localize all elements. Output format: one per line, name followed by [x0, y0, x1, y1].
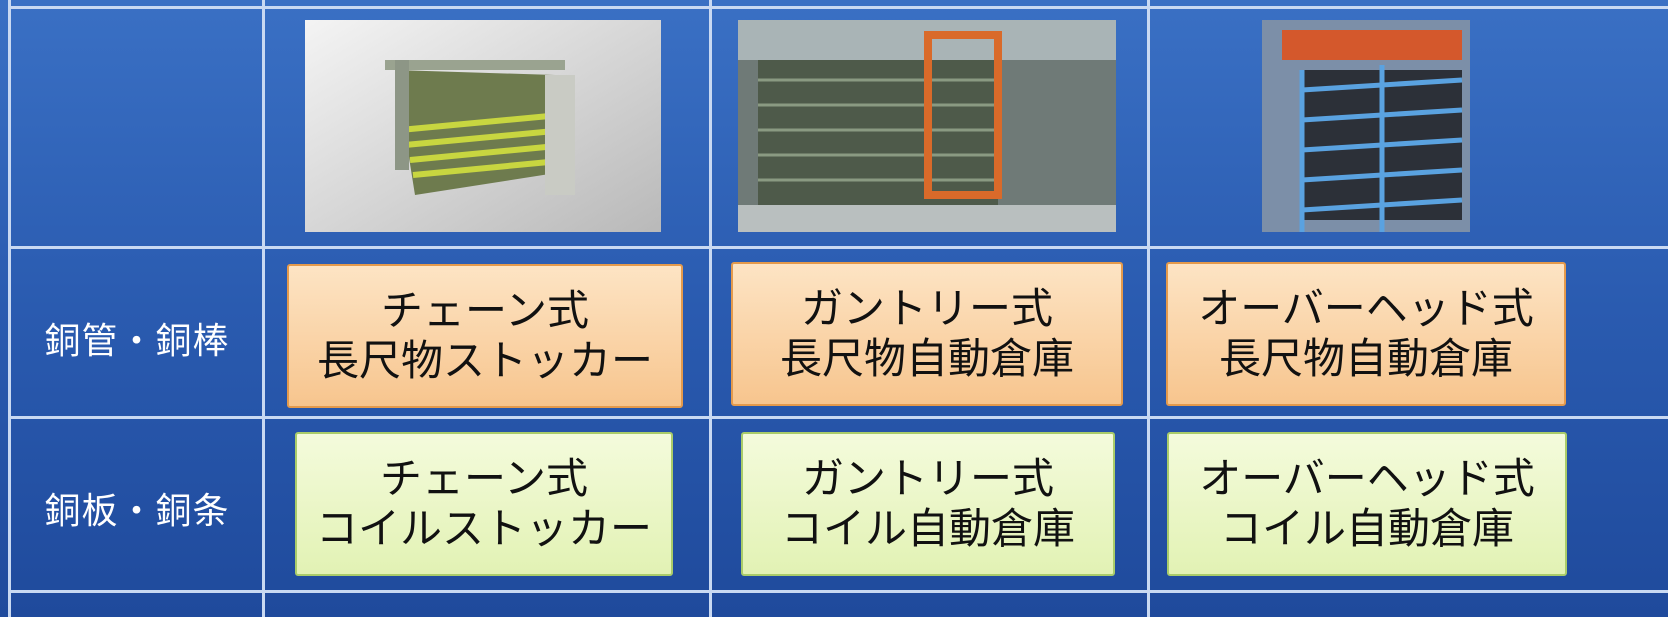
- cell-line: チェーン式: [380, 453, 588, 503]
- row-label: 銅管・銅棒: [44, 321, 230, 362]
- grid-line: [262, 0, 265, 617]
- cell: チェーン式 コイルストッカー: [295, 432, 673, 576]
- grid-line: [1147, 0, 1150, 617]
- cell-line: ガントリー式: [800, 283, 1053, 333]
- grid-line: [10, 6, 1668, 9]
- grid-line: [709, 0, 712, 617]
- cell: オーバーヘッド式 コイル自動倉庫: [1167, 432, 1567, 576]
- cell-line: オーバーヘッド式: [1199, 453, 1535, 503]
- cell: ガントリー式 コイル自動倉庫: [741, 432, 1115, 576]
- cell-line: オーバーヘッド式: [1198, 283, 1534, 333]
- row-label: 銅板・銅条: [44, 491, 230, 532]
- cell-line: コイル自動倉庫: [1219, 504, 1514, 553]
- grid-line: [10, 416, 1668, 419]
- photo-overhead-warehouse: [1262, 20, 1470, 232]
- cell: オーバーヘッド式 長尺物自動倉庫: [1166, 262, 1566, 406]
- cell: ガントリー式 長尺物自動倉庫: [731, 262, 1123, 406]
- cell-line: ガントリー式: [801, 453, 1054, 503]
- cell-line: 長尺物ストッカー: [316, 336, 653, 385]
- cell: チェーン式 長尺物ストッカー: [287, 264, 683, 408]
- cell-line: 長尺物自動倉庫: [1218, 334, 1513, 383]
- photo-chain-stocker: [305, 20, 661, 232]
- cell-line: 長尺物自動倉庫: [779, 334, 1074, 383]
- grid-line: [10, 590, 1668, 593]
- cell-line: チェーン式: [381, 285, 589, 335]
- grid-line: [10, 246, 1668, 249]
- photo-gantry-warehouse: [738, 20, 1116, 232]
- cell-line: コイルストッカー: [315, 504, 652, 553]
- cell-line: コイル自動倉庫: [780, 504, 1075, 553]
- grid-line: [8, 0, 11, 617]
